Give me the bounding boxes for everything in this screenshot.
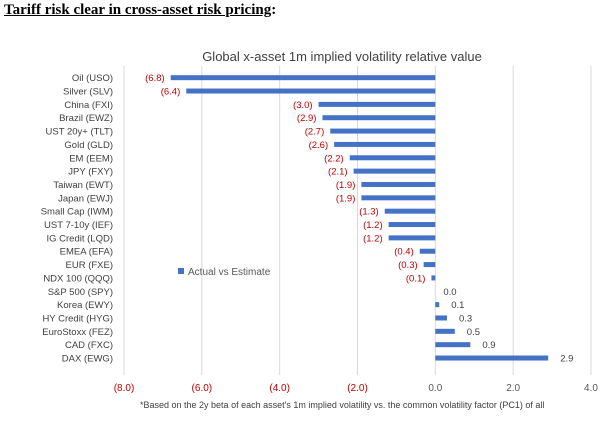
headline-text: Tariff risk clear in cross-asset risk pr… [4, 2, 272, 18]
category-label: Gold (GLD) [64, 140, 113, 151]
category-label: Oil (USO) [72, 73, 113, 84]
value-label: (1.9) [336, 180, 356, 191]
bar [388, 235, 436, 241]
value-label: (2.1) [328, 167, 348, 178]
x-tick-label: 4.0 [584, 383, 598, 394]
bar [361, 181, 436, 187]
legend: Actual vs Estimate [178, 267, 271, 278]
value-label: (1.2) [363, 233, 383, 244]
headline: Tariff risk clear in cross-asset risk pr… [4, 2, 276, 19]
value-label: (1.3) [359, 207, 379, 218]
value-label: (6.8) [145, 73, 165, 84]
value-label: (1.2) [363, 220, 383, 231]
value-label: (2.9) [297, 113, 317, 124]
bar [353, 168, 436, 174]
chart-title: Global x-asset 1m implied volatility rel… [202, 49, 482, 64]
bar [419, 248, 436, 254]
category-label: China (FXI) [64, 100, 113, 111]
category-label: UST 20y+ (TLT) [46, 127, 113, 138]
legend-swatch [178, 268, 184, 274]
category-label: HY Credit (HYG) [42, 313, 113, 324]
category-label: DAX (EWG) [62, 354, 113, 365]
category-label: EMEA (EFA) [60, 247, 113, 258]
value-labels: (6.8) (6.4) (3.0) (2.9) (2.7) (2.6) (2.2) (2.1)… [145, 73, 573, 364]
category-label: EM (EEM) [69, 153, 113, 164]
value-label: (2.2) [324, 153, 344, 164]
category-label: UST 7-10y (IEF) [44, 220, 113, 231]
bar [435, 328, 455, 334]
value-label: (0.1) [406, 273, 426, 284]
category-label: Silver (SLV) [63, 87, 113, 98]
category-label: IG Credit (LQD) [46, 233, 113, 244]
bar [322, 115, 436, 121]
bar [435, 315, 448, 321]
value-label: (6.4) [161, 87, 181, 98]
bar [170, 75, 436, 81]
x-tick-labels: (8.0) (6.0) (4.0) (2.0) 0.0 2.0 4.0 [114, 383, 599, 394]
bar [388, 222, 436, 228]
category-label: S&P 500 (SPY) [48, 287, 113, 298]
value-label: (1.9) [336, 193, 356, 204]
bar [435, 342, 471, 348]
category-label: Small Cap (IWM) [41, 207, 113, 218]
category-label: CAD (FXC) [65, 340, 113, 351]
value-label: 0.1 [451, 300, 464, 311]
category-label: Brazil (EWZ) [59, 113, 113, 124]
bar [186, 88, 436, 94]
bar [431, 275, 436, 281]
value-label: (2.6) [309, 140, 329, 151]
category-label: EUR (FXE) [66, 260, 114, 271]
value-label: (3.0) [293, 100, 313, 111]
bar [423, 262, 436, 268]
x-tick-label: (2.0) [347, 383, 368, 394]
value-label: (0.3) [398, 260, 418, 271]
category-label: JPY (FXY) [68, 167, 113, 178]
value-label: 0.9 [482, 340, 495, 351]
x-tick-label: 0.0 [428, 383, 442, 394]
x-tick-label: (8.0) [114, 383, 135, 394]
value-label: (2.7) [305, 127, 325, 138]
bar [361, 195, 436, 201]
category-labels: Oil (USO) Silver (SLV) China (FXI) Brazil (… [41, 73, 113, 364]
gridlines [123, 66, 592, 375]
value-label: 0.0 [443, 287, 456, 298]
legend-label: Actual vs Estimate [188, 267, 271, 278]
bar [349, 155, 436, 161]
x-tick-label: (4.0) [269, 383, 290, 394]
bar [334, 141, 436, 147]
bar [435, 302, 440, 308]
bar [435, 355, 549, 361]
category-label: EuroStoxx (FEZ) [42, 327, 113, 338]
x-tick-label: 2.0 [506, 383, 520, 394]
x-tick-label: (6.0) [192, 383, 213, 394]
bars [170, 75, 549, 361]
bar [330, 128, 436, 134]
value-label: (0.4) [394, 247, 414, 258]
value-label: 0.3 [459, 313, 472, 324]
value-label: 0.5 [467, 327, 480, 338]
category-label: Taiwan (EWT) [53, 180, 113, 191]
category-label: NDX 100 (QQQ) [43, 273, 113, 284]
headline-suffix: : [271, 2, 277, 18]
value-label: 2.9 [560, 354, 573, 365]
category-label: Korea (EWY) [57, 300, 113, 311]
footnote: *Based on the 2y beta of each asset's 1m… [140, 400, 544, 410]
category-label: Japan (EWJ) [58, 193, 113, 204]
bar [384, 208, 436, 214]
bar [318, 101, 436, 107]
